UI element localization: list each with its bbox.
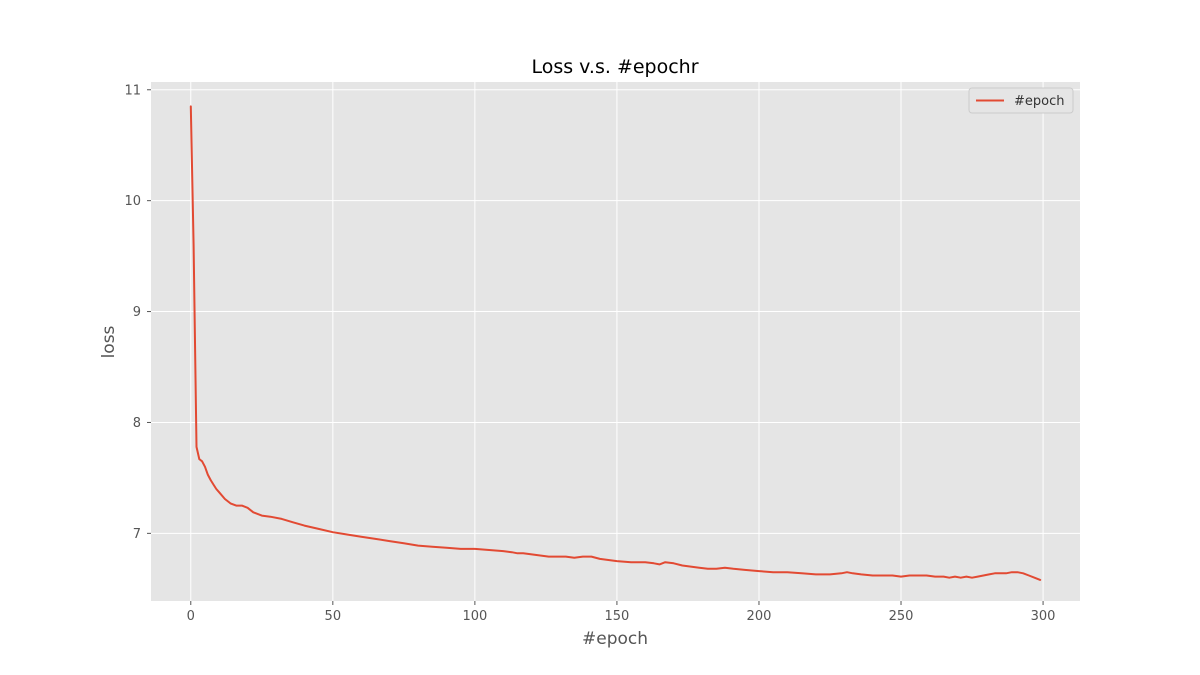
- x-tick-label: 50: [325, 609, 342, 624]
- y-tick-label: 10: [124, 194, 141, 209]
- x-tick-label: 200: [747, 609, 772, 624]
- x-tick-label: 250: [889, 609, 914, 624]
- y-tick-label: 7: [133, 527, 141, 542]
- plot-area: [151, 82, 1080, 601]
- y-tick-label: 9: [133, 305, 141, 320]
- y-tick-label: 11: [124, 83, 141, 98]
- x-tick-label: 300: [1031, 609, 1056, 624]
- legend-label-epoch: #epoch: [1014, 94, 1064, 109]
- x-tick-label: 150: [605, 609, 630, 624]
- x-tick-label: 0: [187, 609, 195, 624]
- x-tick-label: 100: [462, 609, 487, 624]
- grid-lines: [151, 82, 1080, 601]
- axis-ticks: 0 50 100 150 200 250 300 7 8 9 10 11: [124, 83, 1055, 624]
- series-line-epoch: [189, 105, 1042, 581]
- series-layer: [189, 105, 1042, 581]
- chart-title: Loss v.s. #epochr: [531, 56, 698, 78]
- y-axis-label: loss: [99, 325, 119, 358]
- y-tick-label: 8: [133, 416, 141, 431]
- legend: #epoch: [968, 87, 1074, 114]
- legend-box: [968, 87, 1074, 114]
- x-axis-label: #epoch: [582, 629, 648, 649]
